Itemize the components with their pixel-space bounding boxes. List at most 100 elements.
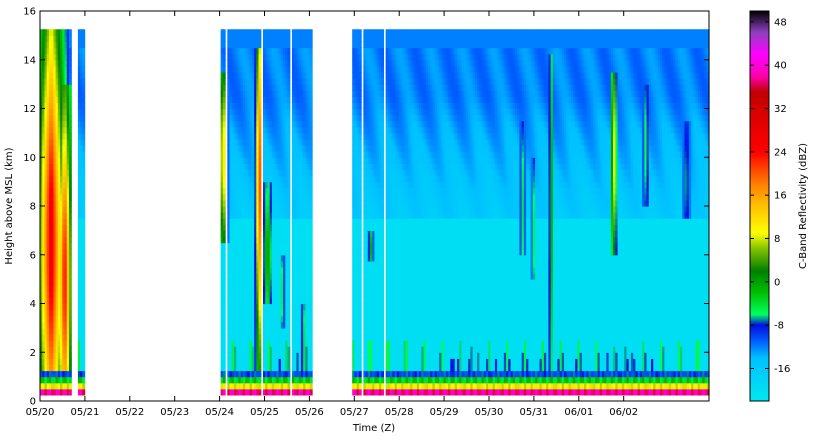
heatmap-cell: [271, 78, 275, 85]
heatmap-cell: [278, 47, 282, 55]
heatmap-cell: [372, 285, 376, 292]
heatmap-cell: [57, 114, 61, 122]
heatmap-cell: [240, 327, 244, 335]
heatmap-cell: [46, 78, 50, 85]
heatmap-cell: [376, 315, 380, 323]
heatmap-cell: [40, 273, 43, 280]
heatmap-cell: [265, 224, 269, 231]
heatmap-cell: [227, 157, 231, 164]
heatmap-cell: [236, 376, 240, 384]
heatmap-cell: [238, 352, 242, 359]
heatmap-cell: [236, 199, 240, 207]
heatmap-cell: [220, 145, 224, 152]
heatmap-cell: [392, 212, 396, 219]
heatmap-cell: [392, 254, 396, 262]
heatmap-cell: [410, 212, 414, 219]
heatmap-cell: [294, 224, 298, 231]
heatmap-cell: [303, 53, 306, 61]
heatmap-cell: [358, 285, 362, 292]
heatmap-cell: [249, 206, 253, 213]
heatmap-cell: [294, 248, 298, 256]
heatmap-cell: [405, 364, 409, 372]
heatmap-cell: [64, 35, 68, 43]
heatmap-cell: [48, 65, 52, 73]
heatmap-cell: [378, 41, 382, 49]
heatmap-cell: [258, 254, 262, 262]
heatmap-cell: [376, 157, 380, 164]
heatmap-cell: [283, 248, 286, 256]
heatmap-cell: [356, 340, 360, 347]
heatmap-cell: [222, 102, 226, 110]
heatmap-cell: [234, 333, 237, 341]
heatmap-cell: [44, 108, 48, 116]
heatmap-cell: [381, 364, 385, 372]
heatmap-cell: [283, 279, 286, 286]
heatmap-cell: [407, 187, 411, 195]
heatmap-cell: [414, 169, 418, 177]
heatmap-cell: [64, 145, 68, 152]
heatmap-cell: [68, 199, 72, 207]
heatmap-cell: [394, 145, 398, 152]
heatmap-cell: [64, 120, 68, 128]
heatmap-cell: [392, 53, 396, 61]
heatmap-cell: [240, 47, 244, 55]
heatmap-cell: [242, 224, 246, 231]
heatmap-cell: [48, 273, 52, 280]
heatmap-cell: [412, 382, 416, 390]
heatmap-cell: [258, 279, 262, 286]
heatmap-cell: [234, 315, 237, 323]
heatmap-cell: [55, 346, 59, 353]
heatmap-cell: [274, 96, 277, 103]
heatmap-cell: [77, 230, 81, 238]
heatmap-cell: [231, 376, 235, 384]
heatmap-cell: [271, 303, 275, 311]
heatmap-cell: [242, 90, 246, 97]
heatmap-cell: [405, 187, 409, 195]
heatmap-cell: [363, 65, 367, 73]
heatmap-cell: [64, 108, 68, 116]
heatmap-cell: [378, 321, 382, 329]
heatmap-cell: [249, 78, 253, 85]
heatmap-cell: [285, 285, 289, 292]
heatmap-cell: [294, 138, 298, 146]
heatmap-cell: [77, 206, 81, 213]
heatmap-cell: [300, 315, 304, 323]
heatmap-cell: [227, 285, 231, 292]
heatmap-cell: [363, 163, 367, 171]
heatmap-cell: [298, 108, 302, 116]
heatmap-cell: [274, 388, 277, 396]
heatmap-cell: [40, 321, 43, 329]
heatmap-cell: [227, 218, 231, 225]
heatmap-cell: [247, 96, 251, 103]
heatmap-cell: [309, 291, 313, 298]
heatmap-cell: [309, 315, 313, 323]
heatmap-cell: [401, 376, 405, 384]
heatmap-cell: [44, 321, 48, 329]
heatmap-cell: [220, 206, 224, 213]
heatmap-cell: [263, 254, 266, 262]
heatmap-cell: [372, 333, 376, 341]
heatmap-cell: [403, 53, 407, 61]
heatmap-cell: [42, 65, 46, 73]
heatmap-cell: [53, 333, 57, 341]
heatmap-cell: [363, 254, 367, 262]
heatmap-cell: [245, 53, 248, 61]
heatmap-cell: [390, 59, 393, 67]
heatmap-cell: [296, 193, 300, 201]
heatmap-cell: [60, 126, 63, 134]
heatmap-cell: [66, 212, 70, 219]
heatmap-cell: [381, 132, 385, 140]
heatmap-cell: [405, 96, 409, 103]
heatmap-cell: [274, 242, 277, 250]
heatmap-cell: [247, 224, 251, 231]
heatmap-cell: [285, 187, 289, 195]
heatmap-cell: [238, 218, 242, 225]
heatmap-cell: [414, 346, 418, 353]
heatmap-cell: [407, 309, 411, 317]
heatmap-cell: [245, 212, 248, 219]
reflectivity-heatmap: [40, 29, 710, 396]
heatmap-cell: [60, 333, 63, 341]
heatmap-cell: [48, 84, 52, 91]
heatmap-cell: [387, 266, 391, 274]
heatmap-cell: [53, 187, 57, 195]
